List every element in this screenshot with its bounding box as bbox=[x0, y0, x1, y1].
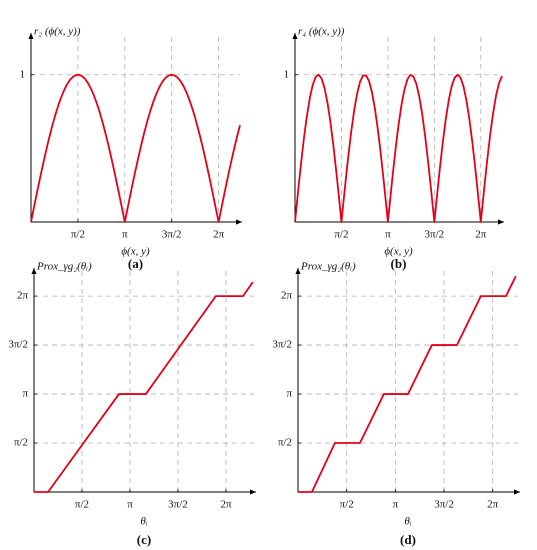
x-tick-label: 3π/2 bbox=[425, 229, 445, 241]
x-tick-label: π bbox=[385, 229, 391, 241]
x-axis-title: θᵢ bbox=[140, 516, 147, 528]
data-line bbox=[298, 275, 517, 493]
panel-label: (a) bbox=[128, 256, 143, 271]
x-tick-label: π bbox=[393, 499, 399, 511]
y-tick-label: π/2 bbox=[14, 437, 28, 449]
x-tick-label: π/2 bbox=[71, 229, 85, 241]
y-tick-label: 3π/2 bbox=[272, 339, 292, 351]
x-axis-title: ϕ(x, y) bbox=[121, 246, 150, 258]
y-tick-label: π bbox=[286, 388, 292, 400]
x-tick-label: 3π/2 bbox=[168, 499, 188, 511]
y-tick-label: π bbox=[22, 388, 28, 400]
x-tick-label: 3π/2 bbox=[162, 229, 182, 241]
x-tick-label: 3π/2 bbox=[434, 499, 454, 511]
y-axis-title: r₄ (ϕ(x, y)) bbox=[298, 26, 345, 38]
panel-label: (d) bbox=[400, 532, 416, 547]
y-axis-title: Prox_γg₂(θᵢ) bbox=[300, 261, 356, 273]
panel-label: (c) bbox=[137, 532, 151, 547]
y-tick-label: 3π/2 bbox=[8, 339, 28, 351]
data-line bbox=[34, 281, 254, 493]
x-tick-label: π/2 bbox=[334, 229, 348, 241]
data-line bbox=[30, 73, 241, 223]
x-tick-label: 2π bbox=[475, 229, 487, 241]
data-line bbox=[294, 73, 503, 223]
x-tick-label: 2π bbox=[487, 499, 499, 511]
y-axis-title: r₂ (ϕ(x, y)) bbox=[34, 26, 81, 38]
x-tick-label: π bbox=[122, 229, 128, 241]
x-tick-label: π bbox=[127, 499, 133, 511]
x-axis-title: θᵢ bbox=[404, 516, 411, 528]
y-tick-label: 2π bbox=[17, 290, 29, 302]
y-tick-label: 2π bbox=[281, 290, 293, 302]
x-tick-label: π/2 bbox=[340, 499, 354, 511]
y-tick-label: π/2 bbox=[278, 437, 292, 449]
panel-label: (b) bbox=[391, 256, 407, 271]
y-tick-label: 1 bbox=[20, 68, 26, 80]
x-tick-label: π/2 bbox=[75, 499, 89, 511]
x-axis-title: ϕ(x, y) bbox=[384, 246, 413, 258]
y-axis-title: Prox_γg₂(θᵢ) bbox=[36, 261, 92, 273]
x-tick-label: 2π bbox=[213, 229, 225, 241]
y-tick-label: 1 bbox=[284, 68, 290, 80]
x-tick-label: 2π bbox=[220, 499, 232, 511]
